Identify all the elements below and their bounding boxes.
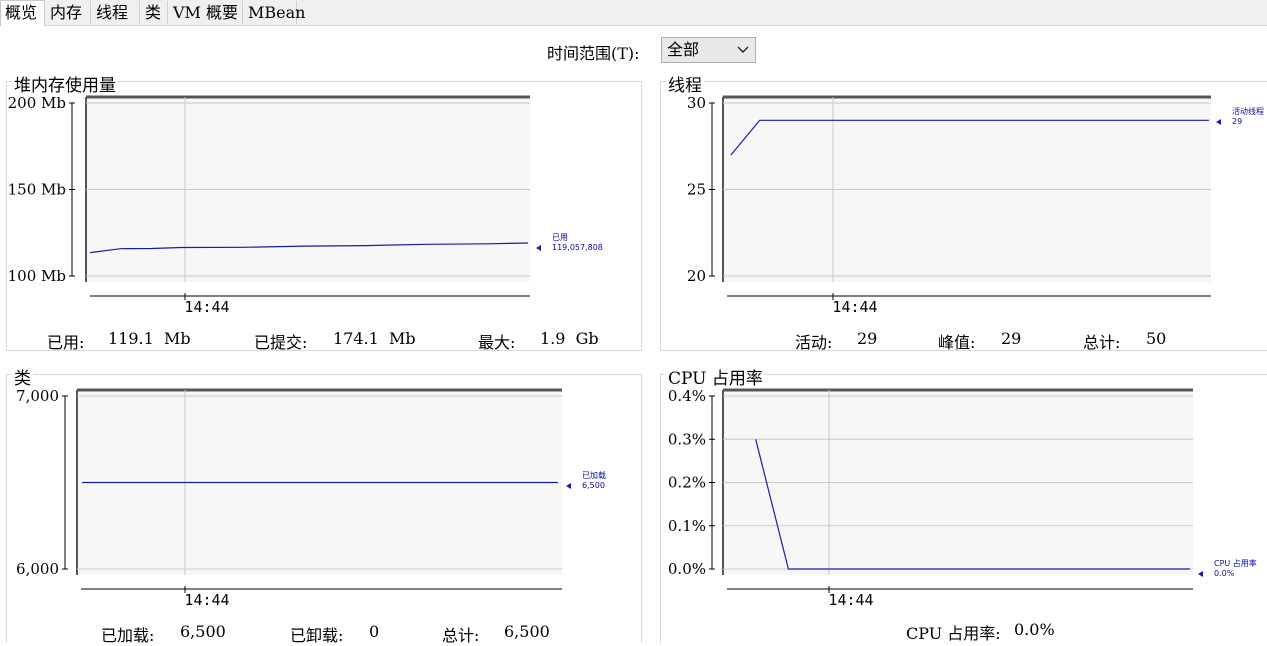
threads-legend-marker	[1216, 119, 1221, 125]
threads-y-tick-label: 30	[687, 94, 706, 112]
classes-y-tick-label: 6,000	[16, 560, 59, 578]
threads-y-tick-label: 25	[687, 181, 706, 199]
heap-legend-value: 119,057,808	[552, 243, 603, 252]
threads-peak-label: 峰值:	[938, 333, 976, 352]
threads-series-line	[730, 119, 1209, 156]
classes-x-tick-label: 14:44	[184, 591, 229, 609]
classes-loaded-label: 已加载:	[101, 626, 155, 645]
tab-threads[interactable]: 线程	[92, 1, 140, 24]
tab-overview[interactable]: 概览	[0, 0, 45, 26]
heap-panel-title: 堆内存使用量	[12, 71, 118, 96]
heap-y-tick-label: 200 Mb	[8, 94, 66, 112]
cpu-x-tick-label: 14:44	[828, 591, 873, 609]
classes-unloaded-label: 已卸载:	[290, 626, 344, 645]
classes-panel-title: 类	[12, 364, 33, 389]
heap-legend-name: 已用	[552, 233, 568, 242]
heap-y-tick-label: 150 Mb	[8, 181, 66, 199]
cpu-y-tick-label: 0.4%	[668, 387, 706, 405]
cpu-legend-marker	[1198, 571, 1203, 577]
cpu-y-tick-label: 0.0%	[668, 560, 706, 578]
time-range-select[interactable]: 全部	[661, 37, 756, 63]
cpu-y-tick-label: 0.3%	[668, 430, 706, 448]
cpu-legend-name: CPU 占用率	[1214, 558, 1257, 568]
heap-max-label: 最大:	[478, 333, 516, 352]
time-range-value: 全部	[667, 40, 700, 59]
cpu-usage-value: 0.0%	[1014, 620, 1055, 639]
heap-used-value: 119.1 Mb	[108, 329, 191, 348]
cpu-y-tick-label: 0.1%	[668, 517, 706, 535]
threads-total-value: 50	[1146, 329, 1167, 348]
tab-bar: 概览 内存 线程 类 VM 概要 MBean	[0, 0, 1267, 26]
threads-peak-value: 29	[1001, 329, 1022, 348]
tab-memory[interactable]: 内存	[46, 1, 91, 24]
threads-live-value: 29	[857, 329, 878, 348]
heap-committed-value: 174.1 Mb	[333, 329, 416, 348]
cpu-panel	[660, 374, 1267, 643]
chevron-down-icon	[737, 38, 749, 70]
classes-panel	[6, 374, 642, 643]
heap-used-label: 已用:	[47, 333, 85, 352]
threads-panel-title: 线程	[666, 71, 704, 96]
heap-max-value: 1.9 Gb	[540, 329, 599, 348]
cpu-panel-title: CPU 占用率	[666, 364, 765, 389]
classes-legend-marker	[566, 483, 571, 489]
tab-classes[interactable]: 类	[141, 1, 168, 24]
heap-legend-marker	[536, 245, 541, 251]
classes-y-tick-label: 7,000	[16, 387, 59, 405]
heap-committed-label: 已提交:	[254, 333, 308, 352]
classes-total-label: 总计:	[442, 626, 480, 645]
threads-legend-value: 29	[1232, 117, 1242, 126]
threads-total-label: 总计:	[1083, 333, 1121, 352]
heap-y-tick-label: 100 Mb	[8, 267, 66, 285]
heap-series-line	[89, 242, 529, 254]
tab-mbean[interactable]: MBean	[244, 1, 305, 24]
threads-panel	[660, 81, 1267, 351]
cpu-y-tick-label: 0.2%	[668, 474, 706, 492]
classes-total-value: 6,500	[504, 622, 550, 641]
heap-x-tick-label: 14:44	[184, 298, 229, 316]
classes-legend-value: 6,500	[582, 481, 605, 490]
threads-x-tick-label: 14:44	[832, 298, 877, 316]
threads-y-tick-label: 20	[687, 267, 706, 285]
classes-unloaded-value: 0	[369, 622, 380, 641]
threads-live-label: 活动:	[795, 333, 833, 352]
classes-legend-name: 已加载	[582, 470, 606, 480]
cpu-legend-value: 0.0%	[1214, 569, 1235, 578]
heap-panel	[6, 81, 642, 351]
time-range-label: 时间范围(T):	[547, 44, 640, 63]
classes-loaded-value: 6,500	[180, 622, 226, 641]
tab-vm-summary[interactable]: VM 概要	[169, 1, 243, 24]
threads-legend-name: 活动线程	[1232, 106, 1264, 116]
cpu-series-line	[755, 439, 1190, 570]
cpu-usage-label: CPU 占用率:	[906, 624, 1001, 643]
